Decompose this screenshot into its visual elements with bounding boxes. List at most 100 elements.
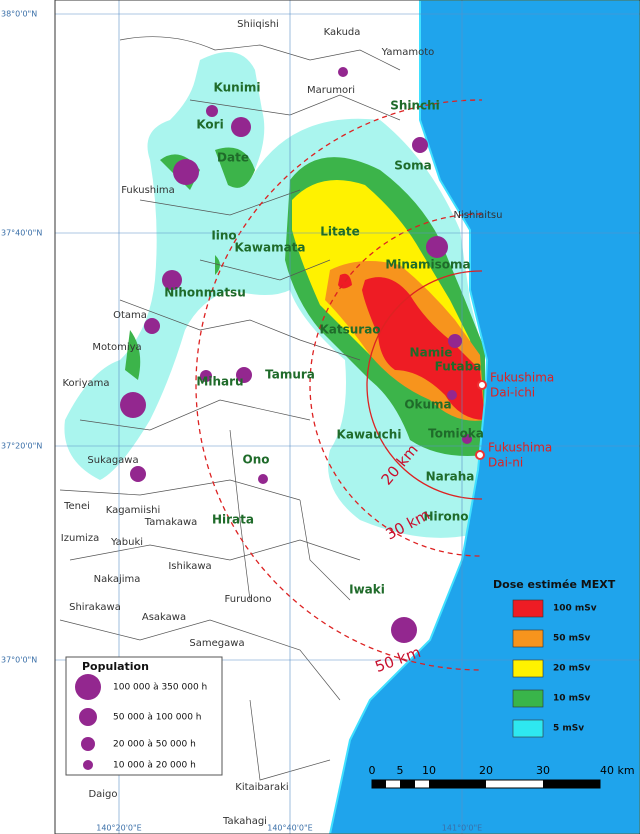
- population-circle: [426, 236, 448, 258]
- place-label: Minamisoma: [385, 258, 470, 272]
- scale-segment: [543, 780, 600, 788]
- place-label: Furudono: [225, 594, 272, 605]
- place-label: Nishiaitsu: [454, 210, 503, 221]
- population-label: 10 000 à 20 000 h: [113, 761, 196, 771]
- place-label: Iino: [211, 229, 236, 243]
- population-circle: [447, 390, 457, 400]
- population-circles: [120, 67, 472, 643]
- ring-50: [195, 99, 482, 671]
- municipal-borders: [59, 36, 401, 781]
- place-labels: Shiiqishi Kakuda Yamamoto Marumori Kunimi Kor…: [61, 19, 635, 827]
- population-circle: [462, 434, 472, 444]
- place-label: Koriyama: [63, 378, 110, 389]
- place-label: Motomiya: [92, 342, 141, 353]
- population-circle: [231, 117, 251, 137]
- population-circle: [206, 105, 218, 117]
- population-circle: [412, 137, 428, 153]
- population-circle: [200, 370, 212, 382]
- place-label: Kawauchi: [337, 428, 402, 442]
- population-label: 50 000 à 100 000 h: [113, 713, 202, 723]
- place-label: Tamura: [265, 368, 315, 382]
- population-label: 100 000 à 350 000 h: [113, 683, 207, 693]
- population-circle: [236, 367, 252, 383]
- population-swatch: [81, 737, 95, 751]
- dose-swatch: [512, 719, 544, 738]
- population-circle: [338, 67, 348, 77]
- place-label: Yamamoto: [381, 47, 435, 58]
- scale-segment: [372, 780, 386, 788]
- scale-segment: [429, 780, 486, 788]
- place-label: Takahagi: [222, 816, 267, 827]
- population-circle: [391, 617, 417, 643]
- latitude-label: 37°20'0"N: [1, 442, 42, 451]
- population-circle: [120, 392, 146, 418]
- place-label: Iwaki: [349, 583, 385, 597]
- place-label: Fukushima: [121, 185, 175, 196]
- place-label: Samegawa: [189, 638, 244, 649]
- place-label: Kakuda: [324, 27, 361, 38]
- dose-swatch: [512, 629, 544, 648]
- longitude-label: 140°20'0"E: [96, 824, 141, 833]
- ring-20: [366, 270, 482, 500]
- place-label: Kunimi: [214, 81, 261, 95]
- place-label: Izumiza: [61, 533, 99, 544]
- plant-label: Dai-ni: [488, 456, 523, 470]
- scale-label: 10: [422, 764, 436, 777]
- distance-circles: [195, 99, 482, 671]
- power-plant: [477, 380, 487, 390]
- dose-label: 20 mSv: [553, 664, 591, 674]
- scale-label: 0: [369, 764, 376, 777]
- dose-swatch: [512, 659, 544, 678]
- dose-swatch: [512, 599, 544, 618]
- place-label: Hirono: [423, 510, 468, 524]
- place-label: Katsurao: [319, 323, 380, 337]
- scale-label: 20: [479, 764, 493, 777]
- place-label: Nihonmatsu: [164, 286, 246, 300]
- place-label: Kawamata: [234, 241, 305, 255]
- longitude-label: 141°0'0"E: [442, 824, 482, 833]
- population-circle: [448, 334, 462, 348]
- place-label: Shinchi: [390, 99, 440, 113]
- place-label: Kori: [196, 118, 223, 132]
- sea: [328, 0, 640, 834]
- place-label: Tomioka: [428, 427, 484, 441]
- place-label: Date: [217, 151, 249, 165]
- plant-label: Dai-ichi: [490, 386, 535, 400]
- place-label: Kitaibaraki: [235, 782, 288, 793]
- population-circle: [162, 270, 182, 290]
- place-label: Litate: [320, 225, 359, 239]
- scale-segment: [400, 780, 415, 788]
- place-label: Ono: [243, 453, 270, 467]
- population-swatch: [83, 760, 93, 770]
- latitude-label: 37°40'0"N: [1, 229, 42, 238]
- scale-label: 40 km: [600, 764, 635, 777]
- place-label: Okuma: [404, 398, 451, 412]
- dose-zones: [64, 52, 485, 538]
- population-swatch: [79, 708, 97, 726]
- place-label: Daigo: [88, 789, 117, 800]
- place-label: Kagamiishi: [106, 505, 161, 516]
- ring-30: [309, 213, 482, 557]
- population-legend-title: Population: [82, 660, 149, 673]
- place-label: Hirata: [212, 513, 254, 527]
- place-label: Naraha: [426, 470, 475, 484]
- power-plant: [475, 450, 485, 460]
- population-circle: [258, 474, 268, 484]
- place-label: Miharu: [196, 375, 243, 389]
- place-label: Sukagawa: [87, 455, 138, 466]
- place-label: Soma: [394, 159, 432, 173]
- place-label: Tenei: [63, 501, 90, 512]
- dose-label: 5 mSv: [553, 724, 584, 734]
- dose-legend-title: Dose estimée MEXT: [493, 578, 616, 591]
- plant-label: Fukushima: [488, 441, 552, 455]
- longitude-label: 140°40'0"E: [267, 824, 312, 833]
- place-label: Marumori: [307, 85, 355, 96]
- place-label: Namie: [410, 346, 453, 360]
- place-label: Asakawa: [142, 612, 186, 623]
- place-label: Yabuki: [110, 537, 143, 548]
- plant-label: Fukushima: [490, 371, 554, 385]
- place-label: Tamakawa: [144, 517, 198, 528]
- place-label: Shiiqishi: [237, 19, 279, 30]
